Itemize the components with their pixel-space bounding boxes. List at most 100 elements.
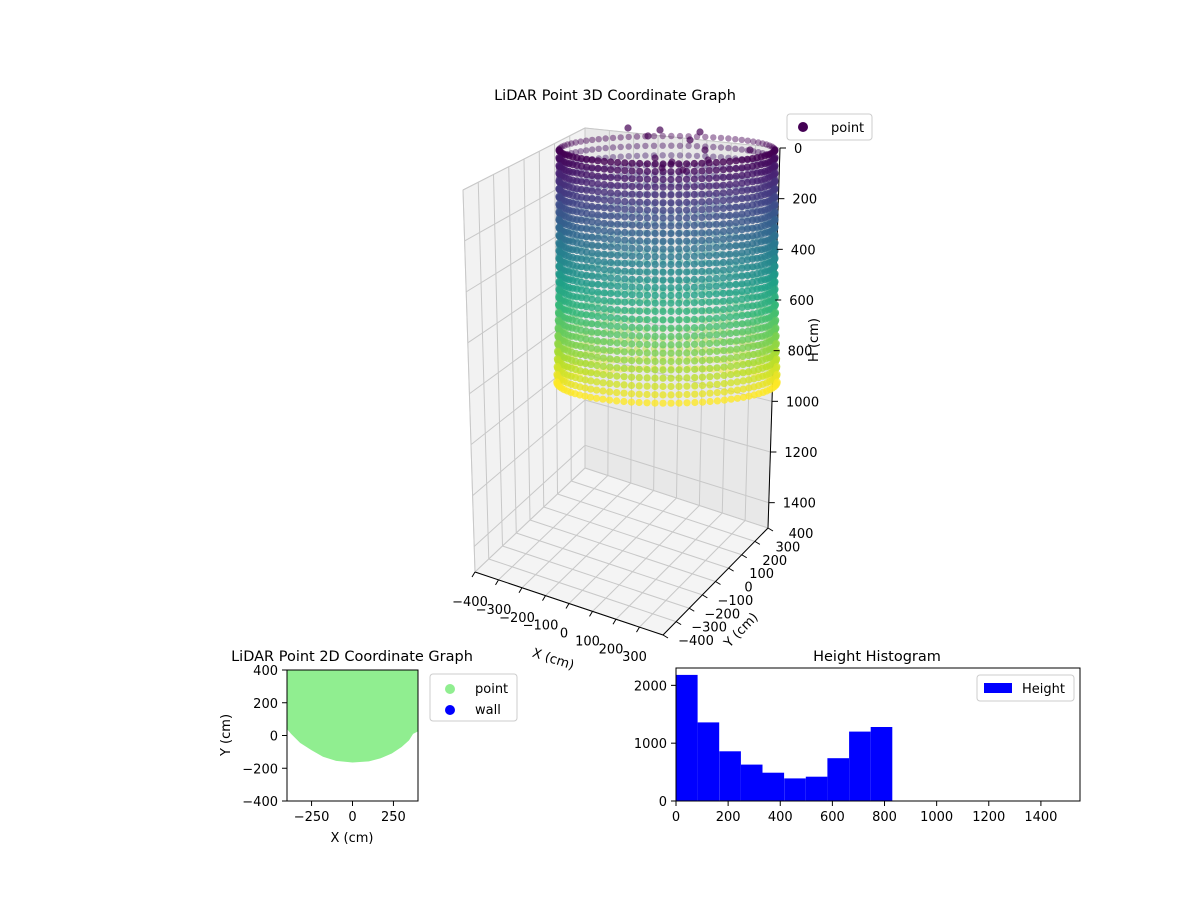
point-3d: [554, 347, 562, 355]
point-3d: [738, 202, 746, 211]
point-3d: [620, 373, 628, 381]
point-3d: [705, 315, 714, 323]
point-3d: [628, 237, 636, 245]
point-3d: [732, 320, 741, 329]
point-3d: [732, 145, 739, 152]
point-3d: [706, 373, 714, 381]
point-3d: [651, 199, 659, 207]
point-3d: [600, 266, 608, 274]
point-3d: [624, 124, 632, 132]
point-3d: [555, 192, 563, 200]
point-3d: [713, 322, 721, 331]
point-3d: [732, 329, 741, 337]
point-3d: [712, 213, 721, 221]
point-3d: [691, 349, 699, 357]
point-3d: [726, 181, 734, 189]
grid-line-3d: [529, 519, 716, 582]
y-tick-mark-3d: [754, 540, 761, 545]
point-3d: [675, 341, 683, 349]
x-tick-label-histogram: 400: [768, 810, 793, 825]
point-3d: [589, 136, 596, 144]
y-tick-mark-3d: [702, 594, 708, 599]
x-tick-label-3d: 300: [622, 650, 647, 665]
point-3d: [628, 206, 636, 214]
point-3d: [727, 371, 735, 379]
point-3d: [676, 142, 684, 149]
point-3d: [690, 268, 698, 276]
point-3d: [588, 287, 596, 296]
point-3d: [659, 237, 667, 245]
point-3d: [698, 252, 706, 260]
point-3d: [594, 250, 602, 258]
point-3d: [600, 204, 608, 212]
y-tick-label-3d: 200: [762, 554, 787, 569]
point-3d: [675, 357, 683, 365]
point-3d: [726, 281, 734, 289]
point-3d: [683, 276, 691, 284]
grid-line-3d: [477, 182, 490, 560]
point-3d: [621, 275, 629, 283]
point-3d: [712, 259, 721, 267]
point-3d: [600, 281, 608, 289]
point-3d: [675, 191, 683, 199]
point-3d: [643, 382, 651, 390]
legend-marker-wall-2d: [445, 705, 455, 715]
point-3d: [706, 339, 714, 348]
point-3d: [667, 222, 675, 230]
point-3d: [595, 136, 602, 143]
point-3d: [667, 214, 675, 222]
point-3d: [659, 316, 667, 324]
x-tick-label-histogram: 600: [820, 810, 845, 825]
point-3d: [555, 185, 563, 193]
point-3d: [659, 299, 667, 307]
point-3d: [719, 274, 727, 282]
point-3d: [698, 198, 706, 206]
point-3d: [743, 240, 752, 248]
x-tick-mark-3d: [518, 587, 523, 594]
z-tick-label-3d: 1400: [783, 497, 816, 512]
y-tick-label-3d: 0: [744, 581, 752, 596]
point-3d: [599, 395, 607, 403]
point-3d: [583, 147, 590, 154]
point-3d: [621, 267, 629, 275]
point-3d: [705, 205, 713, 213]
point-3d: [675, 160, 683, 168]
point-3d: [698, 229, 706, 237]
point-3d: [738, 233, 746, 241]
point-3d: [698, 381, 707, 390]
point-3d: [636, 167, 644, 175]
point-3d: [719, 181, 727, 189]
point-3d: [555, 262, 563, 270]
legend-label-point-2d: point: [475, 682, 508, 697]
point-3d: [651, 374, 659, 382]
point-3d: [628, 213, 636, 221]
point-3d: [651, 307, 659, 315]
x-tick-label-histogram: 1200: [972, 810, 1005, 825]
point-3d: [588, 295, 596, 303]
point-3d: [733, 353, 741, 361]
point-3d: [614, 220, 622, 228]
point-3d: [659, 175, 667, 184]
point-3d: [713, 389, 721, 397]
point-3d: [628, 323, 636, 331]
point-3d: [588, 280, 596, 288]
point-3d: [738, 210, 746, 218]
legend-label-point-3d: point: [831, 121, 864, 136]
point-3d: [690, 198, 698, 206]
point-3d: [743, 171, 752, 179]
point-3d: [719, 314, 728, 322]
point-3d: [727, 387, 735, 395]
point-3d: [600, 273, 608, 281]
point-cloud: [553, 124, 781, 407]
point-3d: [588, 233, 596, 241]
point-3d: [675, 229, 683, 238]
point-3d: [593, 345, 601, 353]
point-3d: [659, 214, 667, 222]
point-3d: [628, 260, 636, 268]
point-3d: [726, 211, 734, 220]
point-3d: [627, 381, 636, 390]
point-3d: [732, 195, 740, 203]
point-3d: [705, 244, 713, 252]
point-3d: [710, 143, 717, 151]
point-3d: [726, 289, 734, 297]
